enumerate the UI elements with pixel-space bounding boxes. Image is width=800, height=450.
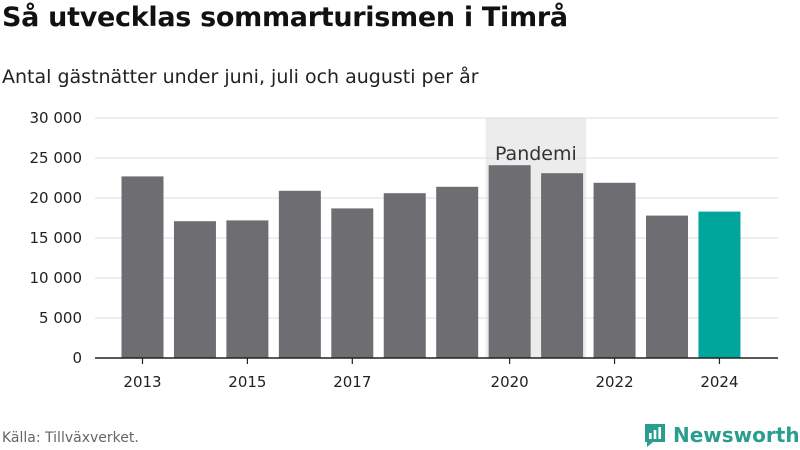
bar-2020 xyxy=(488,165,531,358)
y-tick-label: 20 000 xyxy=(30,189,83,207)
y-tick-label: 5 000 xyxy=(39,309,82,327)
newsworthy-logo-icon xyxy=(645,424,665,447)
brand-name: Newsworthy xyxy=(673,423,800,447)
source-note: Källa: Tillväxverket. xyxy=(2,430,139,446)
y-tick-label: 0 xyxy=(72,349,82,367)
bar-chart: 0 5 000 10 000 15 000 20 000 25 000 30 000 Pand… xyxy=(30,109,778,391)
chart-title: Så utvecklas sommarturismen i Timrå xyxy=(2,2,568,33)
bar-2023 xyxy=(646,215,688,358)
y-tick-label: 30 000 xyxy=(30,109,83,127)
brand[interactable]: Newsworthy xyxy=(643,420,800,450)
bar-2017 xyxy=(331,208,374,358)
bar-2021 xyxy=(541,173,584,358)
y-tick-label: 15 000 xyxy=(30,229,83,247)
x-tick-label: 2020 xyxy=(491,373,529,391)
bar-2014 xyxy=(173,221,216,358)
bar-2018 xyxy=(383,193,426,358)
bar-2016 xyxy=(278,190,321,358)
pandemic-label: Pandemi xyxy=(495,143,577,165)
x-tick-label: 2022 xyxy=(595,373,633,391)
bar-2024 xyxy=(698,211,741,358)
chart-subtitle: Antal gästnätter under juni, juli och au… xyxy=(2,66,479,88)
bar-2022 xyxy=(593,182,636,358)
x-tick-label: 2024 xyxy=(700,373,738,391)
y-tick-label: 10 000 xyxy=(30,269,83,287)
bar-2013 xyxy=(121,176,164,358)
x-tick-label: 2013 xyxy=(123,373,161,391)
x-tick-label: 2015 xyxy=(228,373,266,391)
bar-2019 xyxy=(436,186,479,358)
y-tick-label: 25 000 xyxy=(30,149,83,167)
x-tick-label: 2017 xyxy=(333,373,371,391)
bar-2015 xyxy=(226,220,269,358)
